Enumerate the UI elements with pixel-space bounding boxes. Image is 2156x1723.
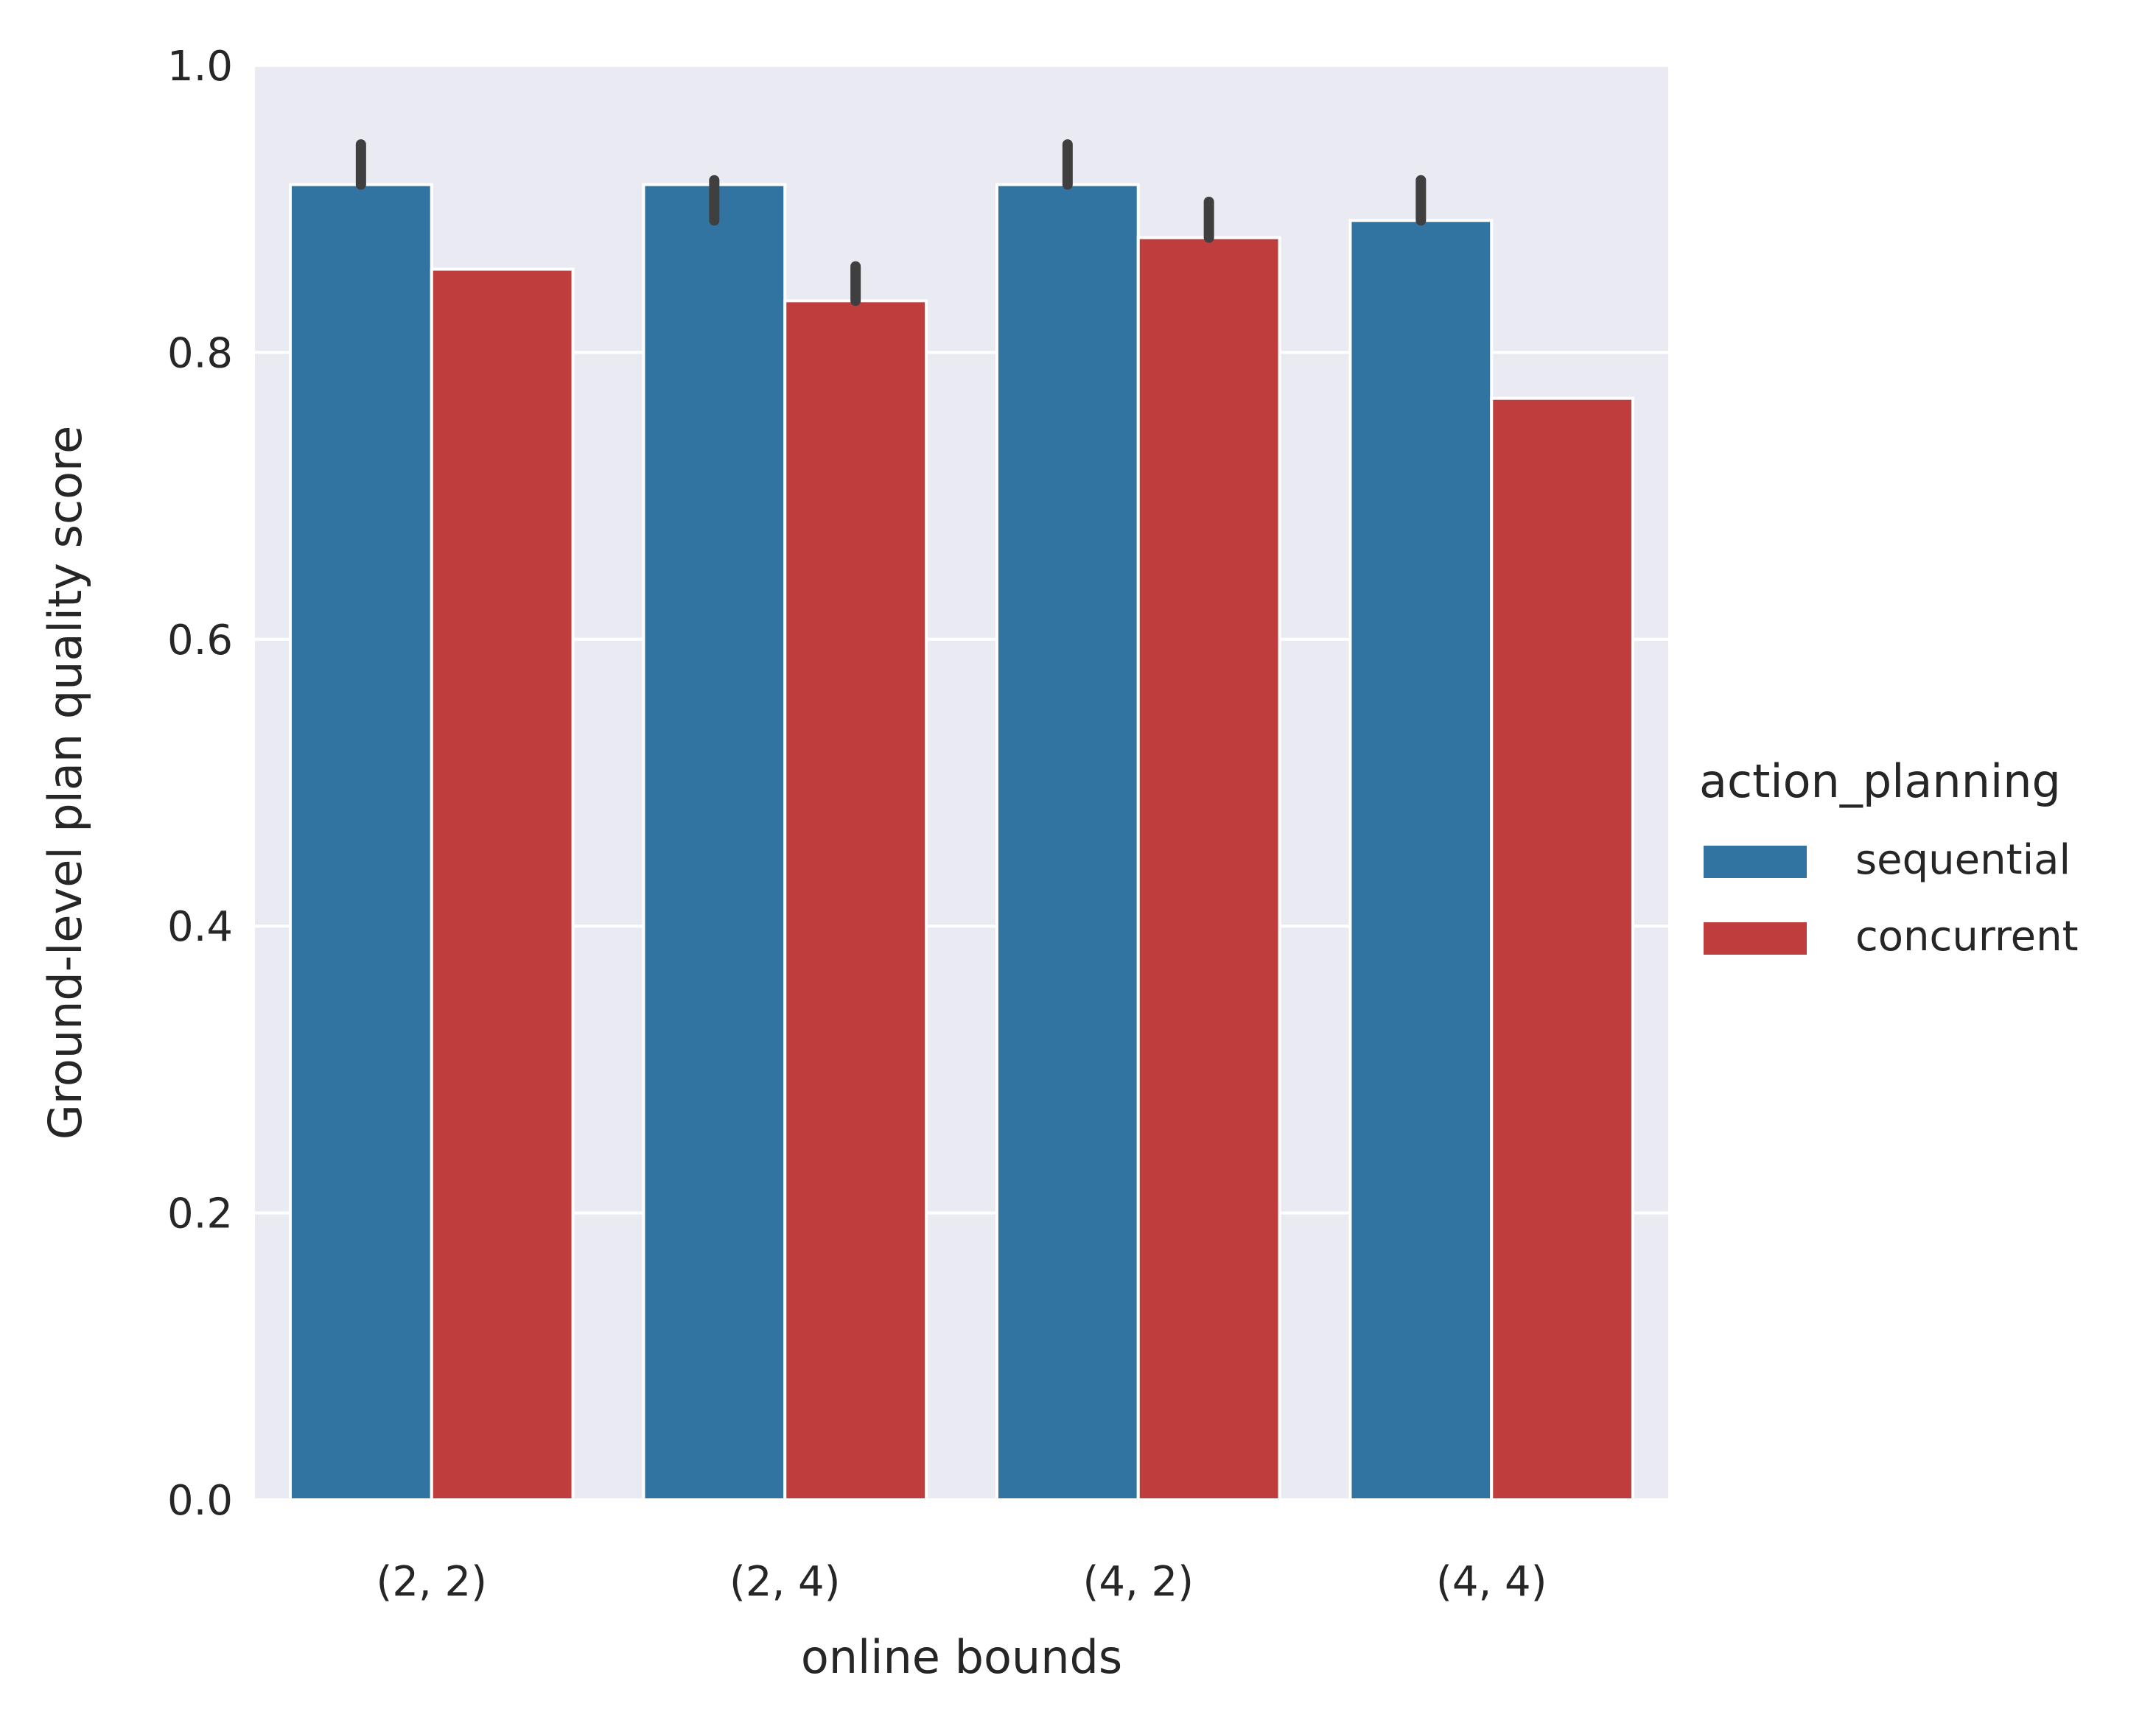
y-tick-label: 0.4 — [167, 903, 233, 951]
bar-sequential — [995, 183, 1140, 1502]
y-tick-label: 1.0 — [167, 43, 233, 91]
bar-sequential — [1348, 219, 1494, 1501]
bar-concurrent — [1136, 236, 1281, 1501]
x-tick-labels: (2, 2) (2, 4) (4, 2) (4, 4) — [376, 1558, 1547, 1606]
bar-sequential — [642, 183, 787, 1502]
legend-label-concurrent: concurrent — [1855, 913, 2079, 961]
y-tick-label: 0.0 — [167, 1477, 233, 1525]
bar-sequential — [288, 183, 433, 1502]
legend-title: action_planning — [1699, 754, 2061, 808]
bar-concurrent — [783, 299, 928, 1502]
y-tick-labels: 0.0 0.2 0.4 0.6 0.8 1.0 — [167, 43, 233, 1525]
bar-concurrent — [1490, 396, 1635, 1501]
legend-swatch-sequential — [1704, 846, 1807, 878]
x-tick-label: (2, 2) — [376, 1558, 487, 1606]
legend: action_planning sequential concurrent — [1699, 754, 2079, 961]
x-axis-label: online bounds — [801, 1630, 1122, 1684]
y-tick-label: 0.6 — [167, 617, 233, 664]
bar-concurrent — [430, 267, 575, 1501]
x-tick-label: (4, 2) — [1082, 1558, 1194, 1606]
x-tick-label: (4, 4) — [1436, 1558, 1547, 1606]
y-tick-label: 0.8 — [167, 329, 233, 377]
x-tick-label: (2, 4) — [729, 1558, 841, 1606]
legend-label-sequential: sequential — [1855, 836, 2071, 884]
legend-swatch-concurrent — [1704, 922, 1807, 955]
bars — [288, 183, 1635, 1502]
y-tick-label: 0.2 — [167, 1190, 233, 1238]
y-axis-label: Ground-level plan quality score — [38, 426, 92, 1140]
error-bars — [355, 139, 1427, 306]
